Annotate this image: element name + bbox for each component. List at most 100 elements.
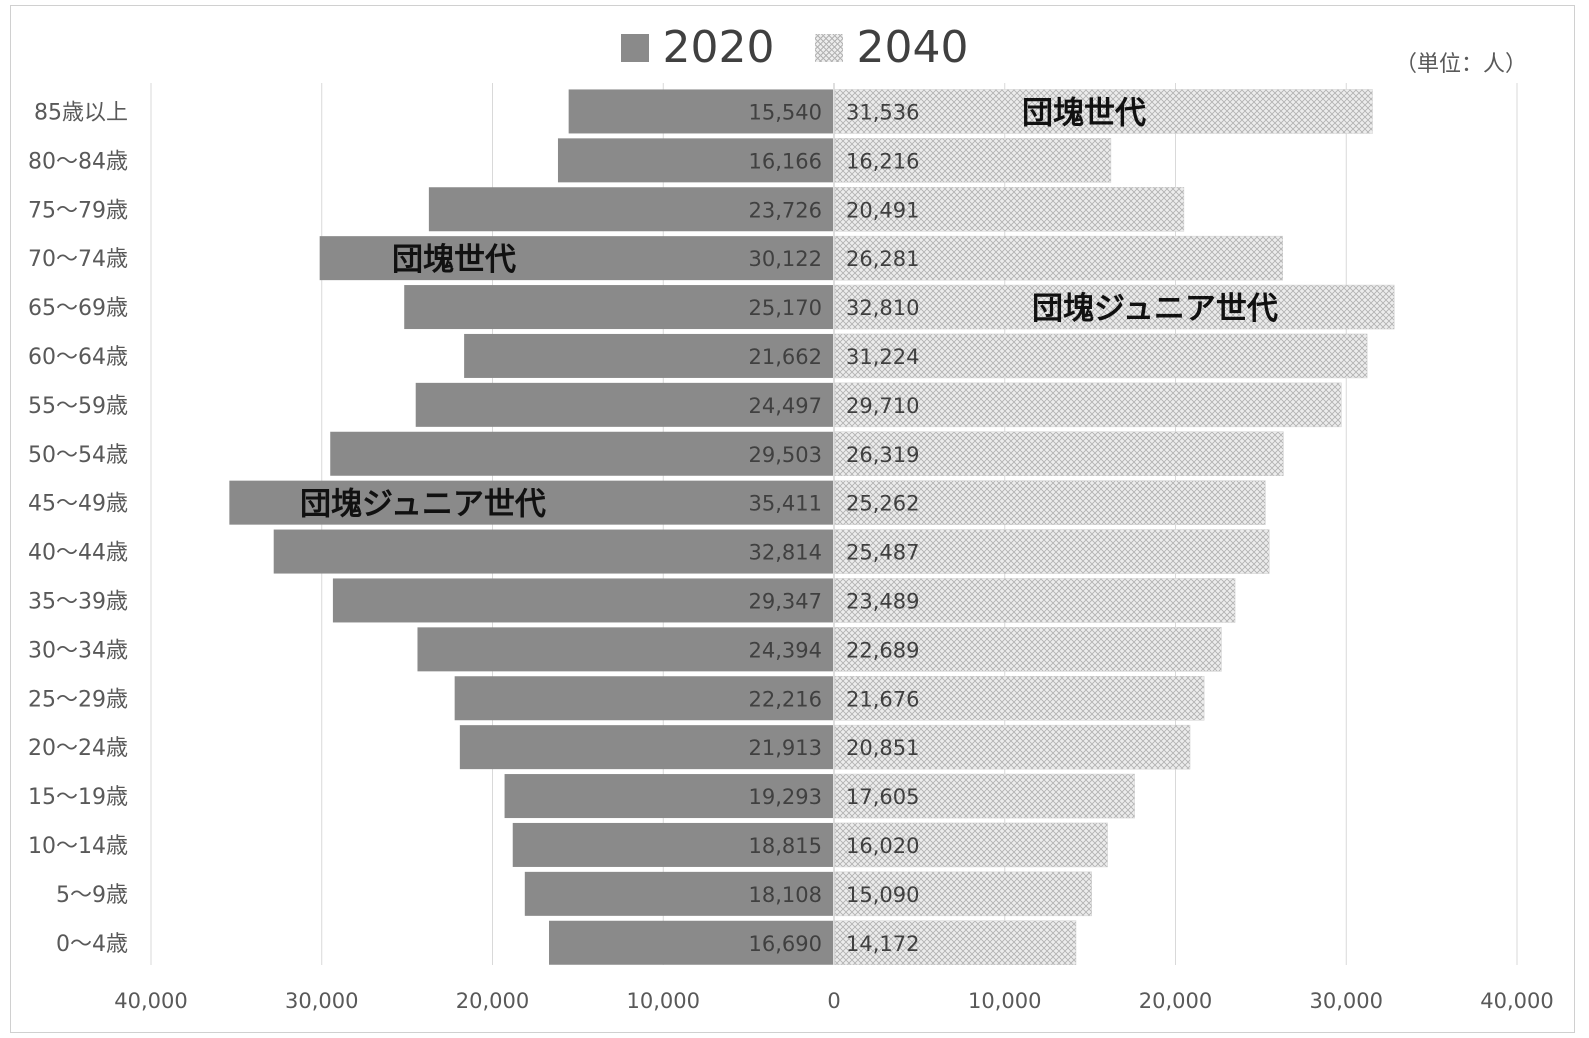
category-label: 45～49歳 <box>28 492 128 517</box>
bar-2020 <box>504 774 833 819</box>
data-label-2020: 18,108 <box>749 883 822 907</box>
bar-2020 <box>428 187 833 232</box>
x-tick-label: 40,000 <box>1480 989 1553 1013</box>
bar-2020 <box>417 627 833 672</box>
bar-2020 <box>568 89 833 134</box>
annotation-label: 団塊世代 <box>392 242 516 278</box>
category-label: 85歳以上 <box>34 100 128 125</box>
data-label-2040: 16,216 <box>846 149 919 173</box>
bar-2040 <box>834 871 1092 917</box>
bar-2020 <box>229 480 833 525</box>
data-label-2040: 26,281 <box>846 247 919 271</box>
bar-2020 <box>454 676 833 721</box>
category-label: 10～14歳 <box>28 834 128 859</box>
data-label-2040: 16,020 <box>846 834 919 858</box>
x-tick-label: 0 <box>827 989 840 1013</box>
bar-2040 <box>834 627 1222 672</box>
x-tick-label: 30,000 <box>285 989 358 1013</box>
x-tick-label: 10,000 <box>968 989 1041 1013</box>
category-label: 15～19歳 <box>28 785 128 810</box>
category-label: 40～44歳 <box>28 541 128 566</box>
data-label-2020: 25,170 <box>749 296 822 320</box>
bar-2020 <box>415 382 833 427</box>
chart-frame <box>10 5 1575 1033</box>
data-label-2020: 21,662 <box>749 345 822 369</box>
legend-item-2020: 2020 <box>620 22 775 73</box>
category-label: 0～4歳 <box>56 932 128 957</box>
data-label-2020: 29,347 <box>749 589 822 613</box>
bar-2020 <box>549 920 833 965</box>
x-tick-label: 10,000 <box>627 989 700 1013</box>
bar-2040 <box>834 235 1283 281</box>
legend-label-2020: 2020 <box>662 22 775 73</box>
bar-2020 <box>524 871 833 916</box>
bar-2040 <box>834 333 1368 379</box>
data-label-2020: 24,394 <box>749 638 822 662</box>
data-label-2040: 23,489 <box>846 589 919 613</box>
data-label-2020: 23,726 <box>749 198 822 222</box>
legend-swatch-2040 <box>814 33 843 62</box>
data-label-2020: 32,814 <box>749 541 822 565</box>
data-label-2020: 35,411 <box>749 492 822 516</box>
bar-2040 <box>834 187 1185 232</box>
bar-2040 <box>834 724 1191 770</box>
category-label: 50～54歳 <box>28 443 128 468</box>
bar-2020 <box>557 138 833 183</box>
category-label: 20～24歳 <box>28 736 128 761</box>
x-tick-label: 40,000 <box>114 989 187 1013</box>
annotation-label: 団塊世代 <box>1022 95 1146 131</box>
data-label-2040: 31,224 <box>846 345 919 369</box>
data-label-2020: 22,216 <box>749 687 822 711</box>
data-label-2020: 24,497 <box>749 394 822 418</box>
data-label-2040: 15,090 <box>846 883 919 907</box>
data-label-2040: 21,676 <box>846 687 919 711</box>
bar-2020 <box>512 822 833 867</box>
bar-2040 <box>834 529 1270 574</box>
data-label-2020: 18,815 <box>749 834 822 858</box>
bars <box>229 89 1395 965</box>
bar-2020 <box>273 529 834 574</box>
data-label-2040: 20,851 <box>846 736 919 760</box>
bar-2040 <box>834 920 1077 965</box>
legend: 2020 2040 <box>0 22 1589 73</box>
bar-2020 <box>332 578 833 623</box>
data-label-2040: 32,810 <box>846 296 919 320</box>
category-label: 5～9歳 <box>56 883 128 908</box>
annotation-label: 団塊ジュニア世代 <box>1032 291 1278 327</box>
data-label-2020: 19,293 <box>749 785 822 809</box>
x-tick-label: 20,000 <box>456 989 529 1013</box>
data-label-2020: 15,540 <box>749 100 822 124</box>
data-label-2040: 17,605 <box>846 785 919 809</box>
data-label-2020: 16,690 <box>749 932 822 956</box>
category-label: 70～74歳 <box>28 247 128 272</box>
bar-2020 <box>330 431 833 476</box>
bar-2040 <box>834 431 1284 476</box>
labels: 40,000 30,000 20,000 10,000 0 10,000 20,000 30,… <box>28 95 1554 1013</box>
bar-2040 <box>834 480 1266 525</box>
data-label-2040: 25,262 <box>846 492 919 516</box>
bar-2020 <box>319 236 833 281</box>
category-label: 60～64歳 <box>28 345 128 370</box>
category-label: 75～79歳 <box>28 198 128 223</box>
data-label-2020: 16,166 <box>749 149 822 173</box>
category-label: 30～34歳 <box>28 638 128 663</box>
bar-2020 <box>464 333 833 378</box>
data-label-2020: 21,913 <box>749 736 822 760</box>
bar-2040 <box>834 578 1236 623</box>
data-label-2040: 29,710 <box>846 394 919 418</box>
category-label: 35～39歳 <box>28 589 128 614</box>
category-label: 25～29歳 <box>28 687 128 712</box>
bar-2040 <box>834 773 1135 819</box>
data-label-2040: 31,536 <box>846 100 919 124</box>
bar-2040 <box>834 822 1108 868</box>
data-label-2040: 20,491 <box>846 198 919 222</box>
category-label: 65～69歳 <box>28 296 128 321</box>
legend-item-2040: 2040 <box>814 22 968 73</box>
data-label-2020: 30,122 <box>749 247 822 271</box>
data-label-2040: 22,689 <box>846 638 919 662</box>
data-label-2020: 29,503 <box>749 443 822 467</box>
data-label-2040: 25,487 <box>846 541 919 565</box>
bar-2040 <box>834 382 1342 428</box>
x-tick-label: 30,000 <box>1310 989 1383 1013</box>
